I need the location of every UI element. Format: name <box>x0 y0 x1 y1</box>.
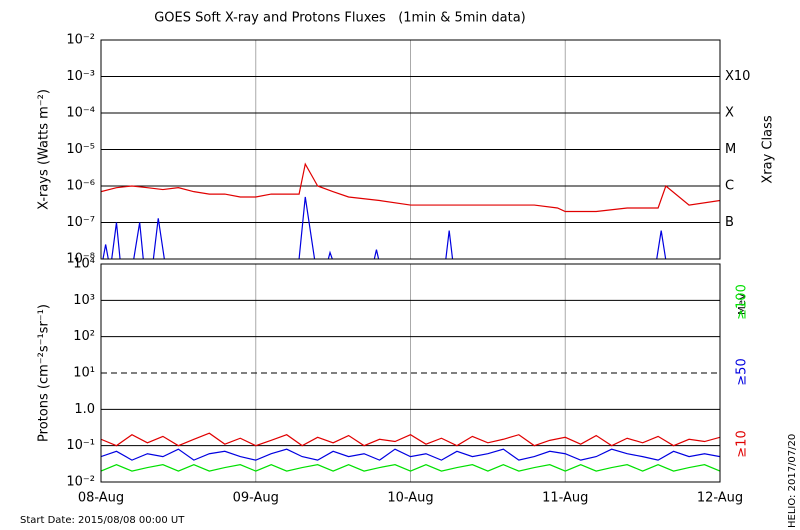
chart-title: GOES Soft X-ray and Protons Fluxes (1min… <box>154 11 526 26</box>
xray-class-label: X10 <box>725 69 750 84</box>
y-tick-label: 10³ <box>73 293 95 308</box>
unit-label: MeV <box>737 293 748 315</box>
y-tick-label: 1.0 <box>74 402 95 417</box>
panel-frame <box>100 39 721 260</box>
legend-entry: ≥50 <box>735 358 750 385</box>
x-tick-label: 10-Aug <box>387 491 433 506</box>
y-tick-label: 10⁻⁸ <box>66 252 95 267</box>
x-tick-label: 11-Aug <box>542 491 588 506</box>
series-line <box>101 464 720 472</box>
plot-area <box>101 432 720 472</box>
credit: HELIO: 2017/07/20 <box>787 434 798 528</box>
x-tick-label: 09-Aug <box>233 491 279 506</box>
xray-class-label: M <box>725 142 736 157</box>
series-line <box>101 432 720 447</box>
y-tick-label: 10⁻⁵ <box>66 142 95 157</box>
xray-class-label: C <box>725 179 734 194</box>
y-tick-label: 10² <box>73 329 95 344</box>
x-tick-label: 08-Aug <box>78 491 124 506</box>
series-line <box>101 162 720 213</box>
panel-frame <box>100 263 721 483</box>
xray-class-label: B <box>725 215 734 230</box>
legend-entry: ≥100 <box>735 284 750 320</box>
y-tick-label: 10⁻⁷ <box>66 215 95 230</box>
series-line <box>102 196 667 259</box>
start-date: Start Date: 2015/08/08 00:00 UT <box>20 515 185 526</box>
y-axis-label: Protons (cm⁻²s⁻¹sr⁻¹) <box>37 304 52 442</box>
y-axis-label: X-rays (Watts m⁻²) <box>37 89 52 210</box>
y-tick-label: 10⁻¹ <box>66 438 95 453</box>
y-tick-label: 10¹ <box>73 366 95 381</box>
y-tick-label: 10⁻² <box>66 475 95 490</box>
y-tick-label: 10⁻⁶ <box>66 179 95 194</box>
right-axis-label: Xray Class <box>761 115 776 183</box>
y-tick-label: 10⁻³ <box>66 69 95 84</box>
y-tick-label: 10⁻² <box>66 33 95 48</box>
y-tick-label: 10⁻⁴ <box>66 106 95 121</box>
legend-entry: ≥10 <box>735 430 750 457</box>
xray-class-label: X <box>725 106 734 121</box>
x-tick-label: 12-Aug <box>697 491 743 506</box>
plot-area <box>101 162 720 259</box>
series-line <box>101 448 720 461</box>
y-tick-label: 10⁴ <box>73 257 95 272</box>
